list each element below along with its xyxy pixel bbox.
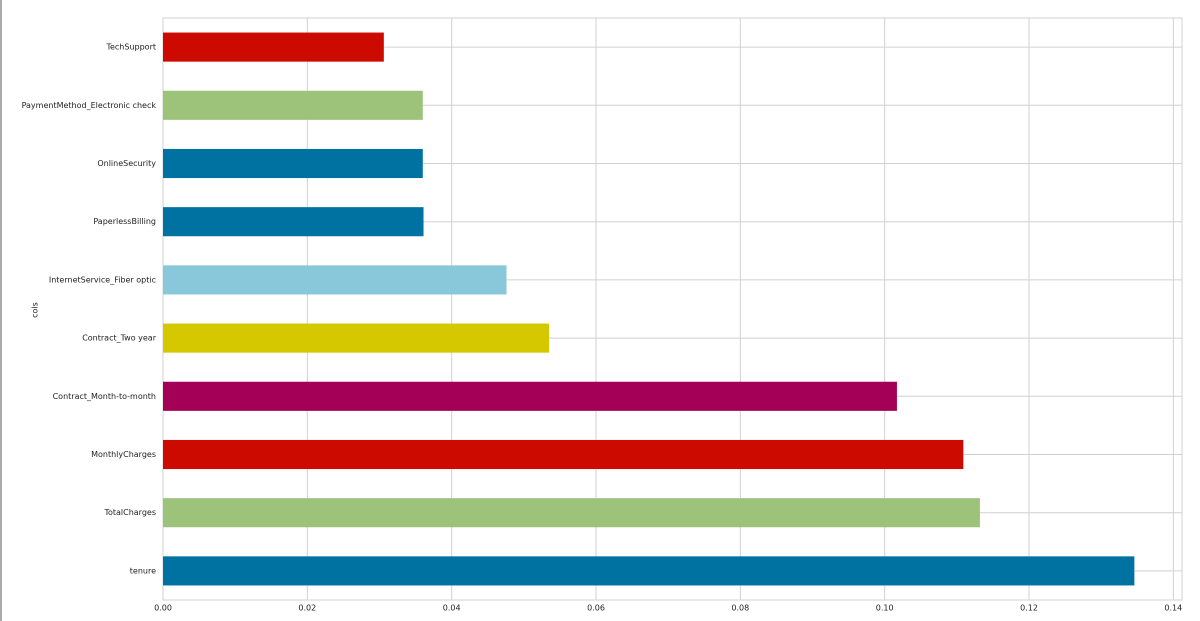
x-tick-label: 0.04 [443,604,461,613]
y-tick-label: PaymentMethod_Electronic check [22,101,157,110]
y-tick-label: PaperlessBilling [93,217,156,226]
x-tick-label: 0.06 [587,604,605,613]
x-tick-label: 0.00 [154,604,172,613]
bar [163,90,423,120]
bar [163,32,384,62]
y-axis-label: cols [31,302,40,318]
x-tick-label: 0.02 [298,604,316,613]
y-tick-label: InternetService_Fiber optic [49,275,156,284]
x-tick-label: 0.08 [731,604,749,613]
bar [163,148,423,179]
y-tick-label: TechSupport [105,43,156,52]
bar [163,323,550,353]
bar [163,207,424,237]
x-tick-label: 0.10 [876,604,894,613]
y-tick-label: tenure [130,566,156,575]
bar [163,265,507,295]
bar [163,498,980,528]
bar [163,439,964,470]
y-tick-label: Contract_Two year [82,334,157,343]
bar [163,556,1135,586]
x-tick-label: 0.12 [1020,604,1038,613]
y-tick-label: TotalCharges [103,508,156,517]
bar [163,381,897,411]
y-tick-label: Contract_Month-to-month [53,392,156,401]
y-tick-label: OnlineSecurity [97,159,156,168]
y-tick-label: MonthlyCharges [91,450,156,459]
x-tick-label: 0.14 [1164,604,1182,613]
